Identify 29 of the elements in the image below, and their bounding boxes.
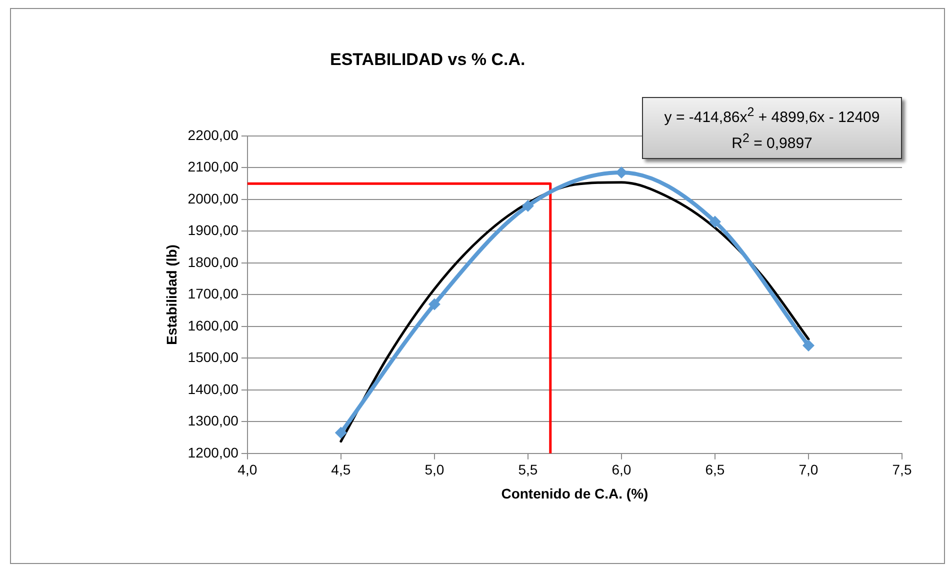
x-tick-label: 7,0 (798, 462, 818, 478)
point (708, 216, 721, 228)
y-tick-label: 1800,00 (188, 254, 239, 270)
x-tick-label: 4,5 (331, 462, 351, 478)
x-tick-label: 6,5 (705, 462, 725, 478)
y-tick-label: 1300,00 (188, 412, 239, 429)
x-tick-label: 7,5 (892, 462, 912, 478)
point (522, 200, 534, 212)
annotation: R$^{2}$ = 0,9897 (730, 130, 814, 154)
point (428, 298, 440, 310)
x-tick-label: 5,0 (424, 462, 444, 478)
y-tick-label: 2000,00 (188, 190, 239, 206)
x-tick-label: 6,0 (612, 462, 632, 478)
text: y = -414,86x$^{2}$ + 4899,6x - 12409 (663, 104, 881, 128)
y-tick-label: 2100,00 (188, 158, 239, 175)
y-tick-label: 2200,00 (188, 126, 239, 143)
y-tick-label: 1600,00 (188, 317, 239, 334)
y-tick-label: 1700,00 (188, 286, 239, 302)
y-tick-label: 1500,00 (188, 349, 239, 366)
y-tick-label: 1900,00 (188, 222, 239, 238)
x-tick-label: 4,0 (238, 462, 258, 478)
x-tick-label: 5,5 (518, 462, 538, 478)
point (334, 426, 347, 439)
y-axis-title: Estabilidad (lb) (163, 244, 180, 345)
point (802, 339, 814, 352)
y-tick-label: 1200,00 (188, 444, 239, 460)
x-axis-title: Contenido de C.A. (%) (501, 485, 648, 502)
y-tick-label: 1400,00 (188, 380, 239, 397)
chart-title: ESTABILIDAD vs % C.A. (330, 50, 526, 70)
